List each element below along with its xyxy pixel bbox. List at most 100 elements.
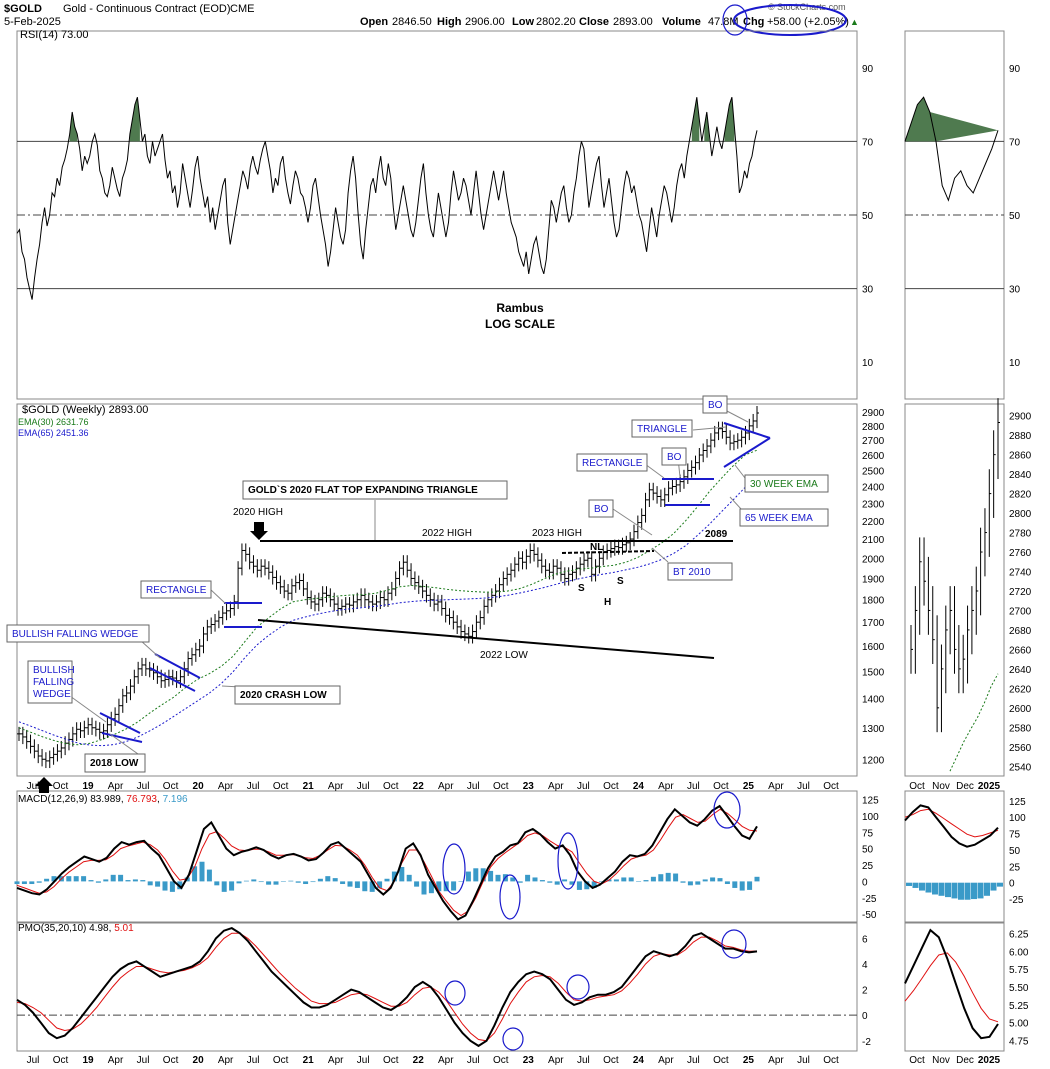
macd-histogram-bar xyxy=(673,873,679,882)
inset-macd-tick-label: 75 xyxy=(1009,830,1021,841)
macd-histogram-bar xyxy=(243,880,249,882)
annotation-2023-high: 2023 HIGH xyxy=(532,528,582,539)
macd-tick-label: 25 xyxy=(862,861,874,872)
wedge2-upper xyxy=(154,653,201,679)
macd-histogram-bar xyxy=(569,881,575,885)
price-tick-label: 2500 xyxy=(862,466,885,477)
rsi-overbought-fill xyxy=(691,97,700,142)
inset-rsi-overbought-fill xyxy=(905,97,998,142)
macd-histogram-bar xyxy=(473,868,479,882)
macd-histogram-bar xyxy=(66,876,72,882)
macd-histogram-bar xyxy=(547,881,553,883)
pmo-x-label: Jul xyxy=(137,1055,150,1066)
macd-histogram-bar xyxy=(710,877,716,882)
pmo-x-label: 23 xyxy=(523,1055,535,1066)
price-x-label: Jul xyxy=(467,781,480,792)
macd-histogram-bar xyxy=(110,874,116,882)
price-tick-label: 2600 xyxy=(862,451,885,462)
pmo-signal-line xyxy=(16,932,758,1042)
inset-pmo-x-label: Dec xyxy=(956,1055,974,1066)
pmo-x-label: Oct xyxy=(163,1055,179,1066)
macd-panel: MACD(12,26,9) 83.989, 76.793, 7.196 125 1… xyxy=(14,794,879,921)
pmo-x-label: Apr xyxy=(548,1055,564,1066)
macd-histogram-bar xyxy=(532,877,538,882)
pmo-x-label: Oct xyxy=(383,1055,399,1066)
macd-histogram-bar xyxy=(192,866,198,882)
low-label: Low xyxy=(512,16,534,28)
macd-histogram-bar xyxy=(206,869,212,882)
pmo-highlight-circle xyxy=(502,1027,524,1051)
inset-price-tick-label: 2580 xyxy=(1009,723,1032,734)
price-x-label: Apr xyxy=(548,781,564,792)
legend-ema65: EMA(65) 2451.36 xyxy=(18,428,89,438)
inset-macd-signal-line xyxy=(904,808,999,838)
pmo-x-label: Oct xyxy=(603,1055,619,1066)
inset-price-tick-label: 2900 xyxy=(1009,412,1032,423)
macd-histogram-bar xyxy=(687,881,693,886)
inset-macd-tick-label: -25 xyxy=(1009,895,1024,906)
inset-pmo-tick-label: 5.25 xyxy=(1009,1001,1029,1012)
annotation-bt-2010: BT 2010 xyxy=(673,567,711,578)
pmo-x-label: Oct xyxy=(53,1055,69,1066)
macd-histogram-bar xyxy=(362,881,368,892)
annotation-bo: BO xyxy=(594,504,609,515)
instrument-name: Gold - Continuous Contract (EOD) xyxy=(63,3,231,15)
pmo-x-label: Apr xyxy=(218,1055,234,1066)
inset-macd-histogram-bar xyxy=(925,882,932,893)
inset-pmo-tick-label: 6.25 xyxy=(1009,930,1029,941)
annotation-rectangle-2-box xyxy=(576,453,648,472)
pmo-x-label: Jul xyxy=(27,1055,40,1066)
rsi-tick-label: 10 xyxy=(862,358,874,369)
inset-price-tick-label: 2680 xyxy=(1009,626,1032,637)
pmo-x-label: Jul xyxy=(357,1055,370,1066)
price-x-label: Apr xyxy=(768,781,784,792)
callout-connector xyxy=(729,496,743,511)
macd-histogram-bar xyxy=(229,881,235,891)
inset-macd-tick-label: 100 xyxy=(1009,813,1026,824)
macd-histogram-bar xyxy=(280,881,286,882)
daily-inset-panel: 90 70 50 30 10 2900 2880 2860 2840 2820 2800 2780 27… xyxy=(904,64,1032,1066)
indicator-highlight-circle xyxy=(722,4,748,36)
inset-pmo-tick-label: 5.75 xyxy=(1009,965,1029,976)
annotation-left-shoulder: S xyxy=(578,583,585,594)
annotation-flat-top-expanding-triangle: GOLD`S 2020 FLAT TOP EXPANDING TRIANGLE xyxy=(248,485,478,496)
macd-histogram-bar xyxy=(739,881,745,891)
rsi-overbought-fill xyxy=(129,97,140,142)
callout-connector xyxy=(209,588,227,605)
inset-pmo-x-label: Oct xyxy=(909,1055,925,1066)
pmo-tick-label: 4 xyxy=(862,960,868,971)
inset-macd-histogram-bar xyxy=(919,882,925,891)
price-tick-label: 1400 xyxy=(862,695,885,706)
inset-x-label: 2025 xyxy=(978,781,1001,792)
macd-histogram-bar xyxy=(510,877,516,882)
price-x-label: Oct xyxy=(383,781,399,792)
macd-histogram-bar xyxy=(273,881,279,885)
price-x-label: Apr xyxy=(438,781,454,792)
macd-histogram-bar xyxy=(695,881,701,885)
macd-histogram-bar xyxy=(81,876,87,882)
price-tick-label: 2300 xyxy=(862,499,885,510)
inset-macd-histogram-bar xyxy=(997,882,1003,887)
inset-macd-histogram-bar xyxy=(938,882,945,896)
macd-histogram-bar xyxy=(325,876,331,882)
pmo-panel: PMO(35,20,10) 4.98, 5.01 6 4 2 0 -2 xyxy=(16,923,871,1048)
pmo-x-label: Jul xyxy=(467,1055,480,1066)
inset-macd-histogram-bar xyxy=(932,882,938,895)
triangle-lower xyxy=(723,437,771,468)
macd-histogram-bar xyxy=(576,881,582,890)
pmo-tick-label: -2 xyxy=(862,1037,871,1048)
macd-histogram-bar xyxy=(103,879,109,882)
macd-histogram-bar xyxy=(613,879,619,882)
macd-histogram-bar xyxy=(73,876,79,882)
price-tick-label: 2000 xyxy=(862,554,885,565)
inset-pmo-tick-label: 6.00 xyxy=(1009,947,1029,958)
macd-histogram-bar xyxy=(495,874,501,882)
macd-histogram-bar xyxy=(317,878,323,882)
inset-price-tick-label: 2880 xyxy=(1009,431,1032,442)
inset-x-label: Oct xyxy=(909,781,925,792)
inset-price-tick-label: 2600 xyxy=(1009,704,1032,715)
price-panel: $GOLD (Weekly) 2893.00 EMA(30) 2631.76 E… xyxy=(17,404,885,769)
inset-rsi-tick-label: 10 xyxy=(1009,358,1021,369)
annotation-bo-2: BO xyxy=(667,452,682,463)
